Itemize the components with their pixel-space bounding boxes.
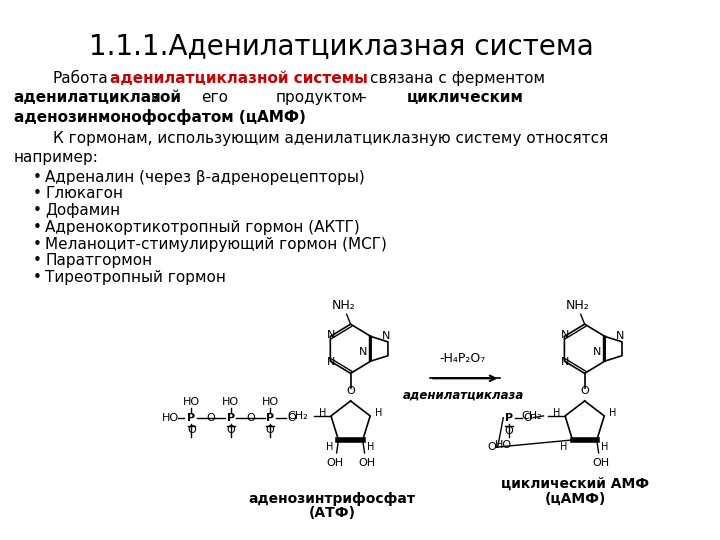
Text: HO: HO [222, 397, 239, 407]
Text: N: N [561, 330, 569, 340]
Text: (АТФ): (АТФ) [308, 507, 356, 521]
Text: N: N [593, 347, 602, 357]
Text: например:: например: [14, 150, 99, 165]
Text: •: • [32, 170, 41, 185]
Text: Адреналин (через β-адренорецепторы): Адреналин (через β-адренорецепторы) [45, 170, 365, 185]
Text: (цАМФ): (цАМФ) [544, 491, 606, 505]
Text: N: N [382, 332, 390, 341]
Text: аденилатциклазной системы: аденилатциклазной системы [110, 71, 368, 86]
Text: аденилатциклазой: аденилатциклазой [14, 90, 181, 105]
Text: O: O [207, 413, 215, 423]
Text: OH: OH [592, 458, 609, 468]
Text: H: H [326, 442, 334, 452]
Text: –: – [358, 90, 366, 105]
Text: Тиреотропный гормон: Тиреотропный гормон [45, 270, 226, 285]
Text: O: O [505, 427, 513, 436]
Text: H: H [553, 408, 560, 418]
Text: К гормонам, использующим аденилатциклазную систему относятся: К гормонам, использующим аденилатциклазн… [53, 131, 608, 146]
Text: O: O [266, 426, 274, 435]
Text: N: N [616, 332, 624, 341]
Text: •: • [32, 203, 41, 218]
Text: O: O [487, 442, 496, 452]
Text: N: N [561, 357, 569, 367]
Text: Паратгормон: Паратгормон [45, 253, 153, 268]
Text: Глюкагон: Глюкагон [45, 186, 123, 201]
Text: O: O [523, 413, 532, 423]
Text: связана с ферментом: связана с ферментом [370, 71, 545, 86]
Text: O: O [187, 426, 196, 435]
Text: •: • [32, 237, 41, 252]
Text: циклическим: циклическим [407, 90, 523, 105]
Text: O: O [287, 413, 296, 423]
Text: Дофамин: Дофамин [45, 203, 120, 218]
Text: HO: HO [162, 413, 179, 423]
Text: HO: HO [183, 397, 200, 407]
Text: продуктом: продуктом [276, 90, 364, 105]
Text: аденилатциклаза: аденилатциклаза [402, 388, 523, 401]
Text: OH: OH [358, 458, 375, 468]
Text: OH: OH [326, 458, 343, 468]
Text: Адренокортикотропный гормон (АКТГ): Адренокортикотропный гормон (АКТГ) [45, 220, 360, 235]
Text: 1.1.1.Аденилатциклазная система: 1.1.1.Аденилатциклазная система [89, 32, 593, 60]
Text: аденозинмонофосфатом (цАМФ): аденозинмонофосфатом (цАМФ) [14, 109, 305, 125]
Text: и: и [150, 90, 160, 105]
Text: N: N [359, 347, 368, 357]
Text: CH₂: CH₂ [287, 411, 307, 421]
Text: N: N [326, 357, 335, 367]
Text: аденозинтрифосфат: аденозинтрифосфат [248, 491, 415, 505]
Text: H: H [601, 442, 609, 452]
Text: O: O [346, 386, 355, 396]
Text: циклический АМФ: циклический АМФ [501, 477, 649, 491]
Text: •: • [32, 270, 41, 285]
Text: •: • [32, 186, 41, 201]
Text: •: • [32, 253, 41, 268]
Text: P: P [227, 413, 235, 423]
Text: H: H [560, 442, 568, 452]
Text: O: O [580, 386, 589, 396]
Text: H: H [609, 408, 616, 418]
Text: P: P [505, 413, 513, 423]
Text: P: P [187, 413, 196, 423]
Text: NH₂: NH₂ [332, 299, 356, 312]
Text: H: H [375, 408, 382, 418]
Text: H: H [319, 408, 326, 418]
Text: H: H [367, 442, 374, 452]
Text: Работа: Работа [53, 71, 109, 86]
Text: NH₂: NH₂ [566, 299, 590, 312]
Text: •: • [32, 220, 41, 235]
Text: Меланоцит-стимулирующий гормон (МСГ): Меланоцит-стимулирующий гормон (МСГ) [45, 237, 387, 252]
Text: CH₂: CH₂ [521, 411, 541, 421]
Text: P: P [266, 413, 274, 423]
Text: O: O [227, 426, 235, 435]
Text: HO: HO [261, 397, 279, 407]
Text: N: N [326, 330, 335, 340]
Text: его: его [201, 90, 228, 105]
Text: O: O [246, 413, 255, 423]
Text: HO: HO [495, 440, 512, 450]
Text: -H₄P₂O₇: -H₄P₂O₇ [440, 352, 486, 365]
